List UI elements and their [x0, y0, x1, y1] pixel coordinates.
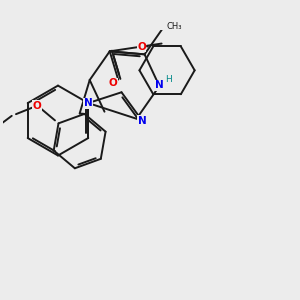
Text: H: H	[165, 75, 172, 84]
Text: O: O	[33, 100, 42, 111]
Text: O: O	[137, 42, 146, 52]
Text: O: O	[108, 78, 117, 88]
Text: N: N	[155, 80, 164, 90]
Text: CH₃: CH₃	[167, 22, 182, 31]
Text: N: N	[138, 116, 146, 126]
Text: N: N	[84, 98, 93, 108]
